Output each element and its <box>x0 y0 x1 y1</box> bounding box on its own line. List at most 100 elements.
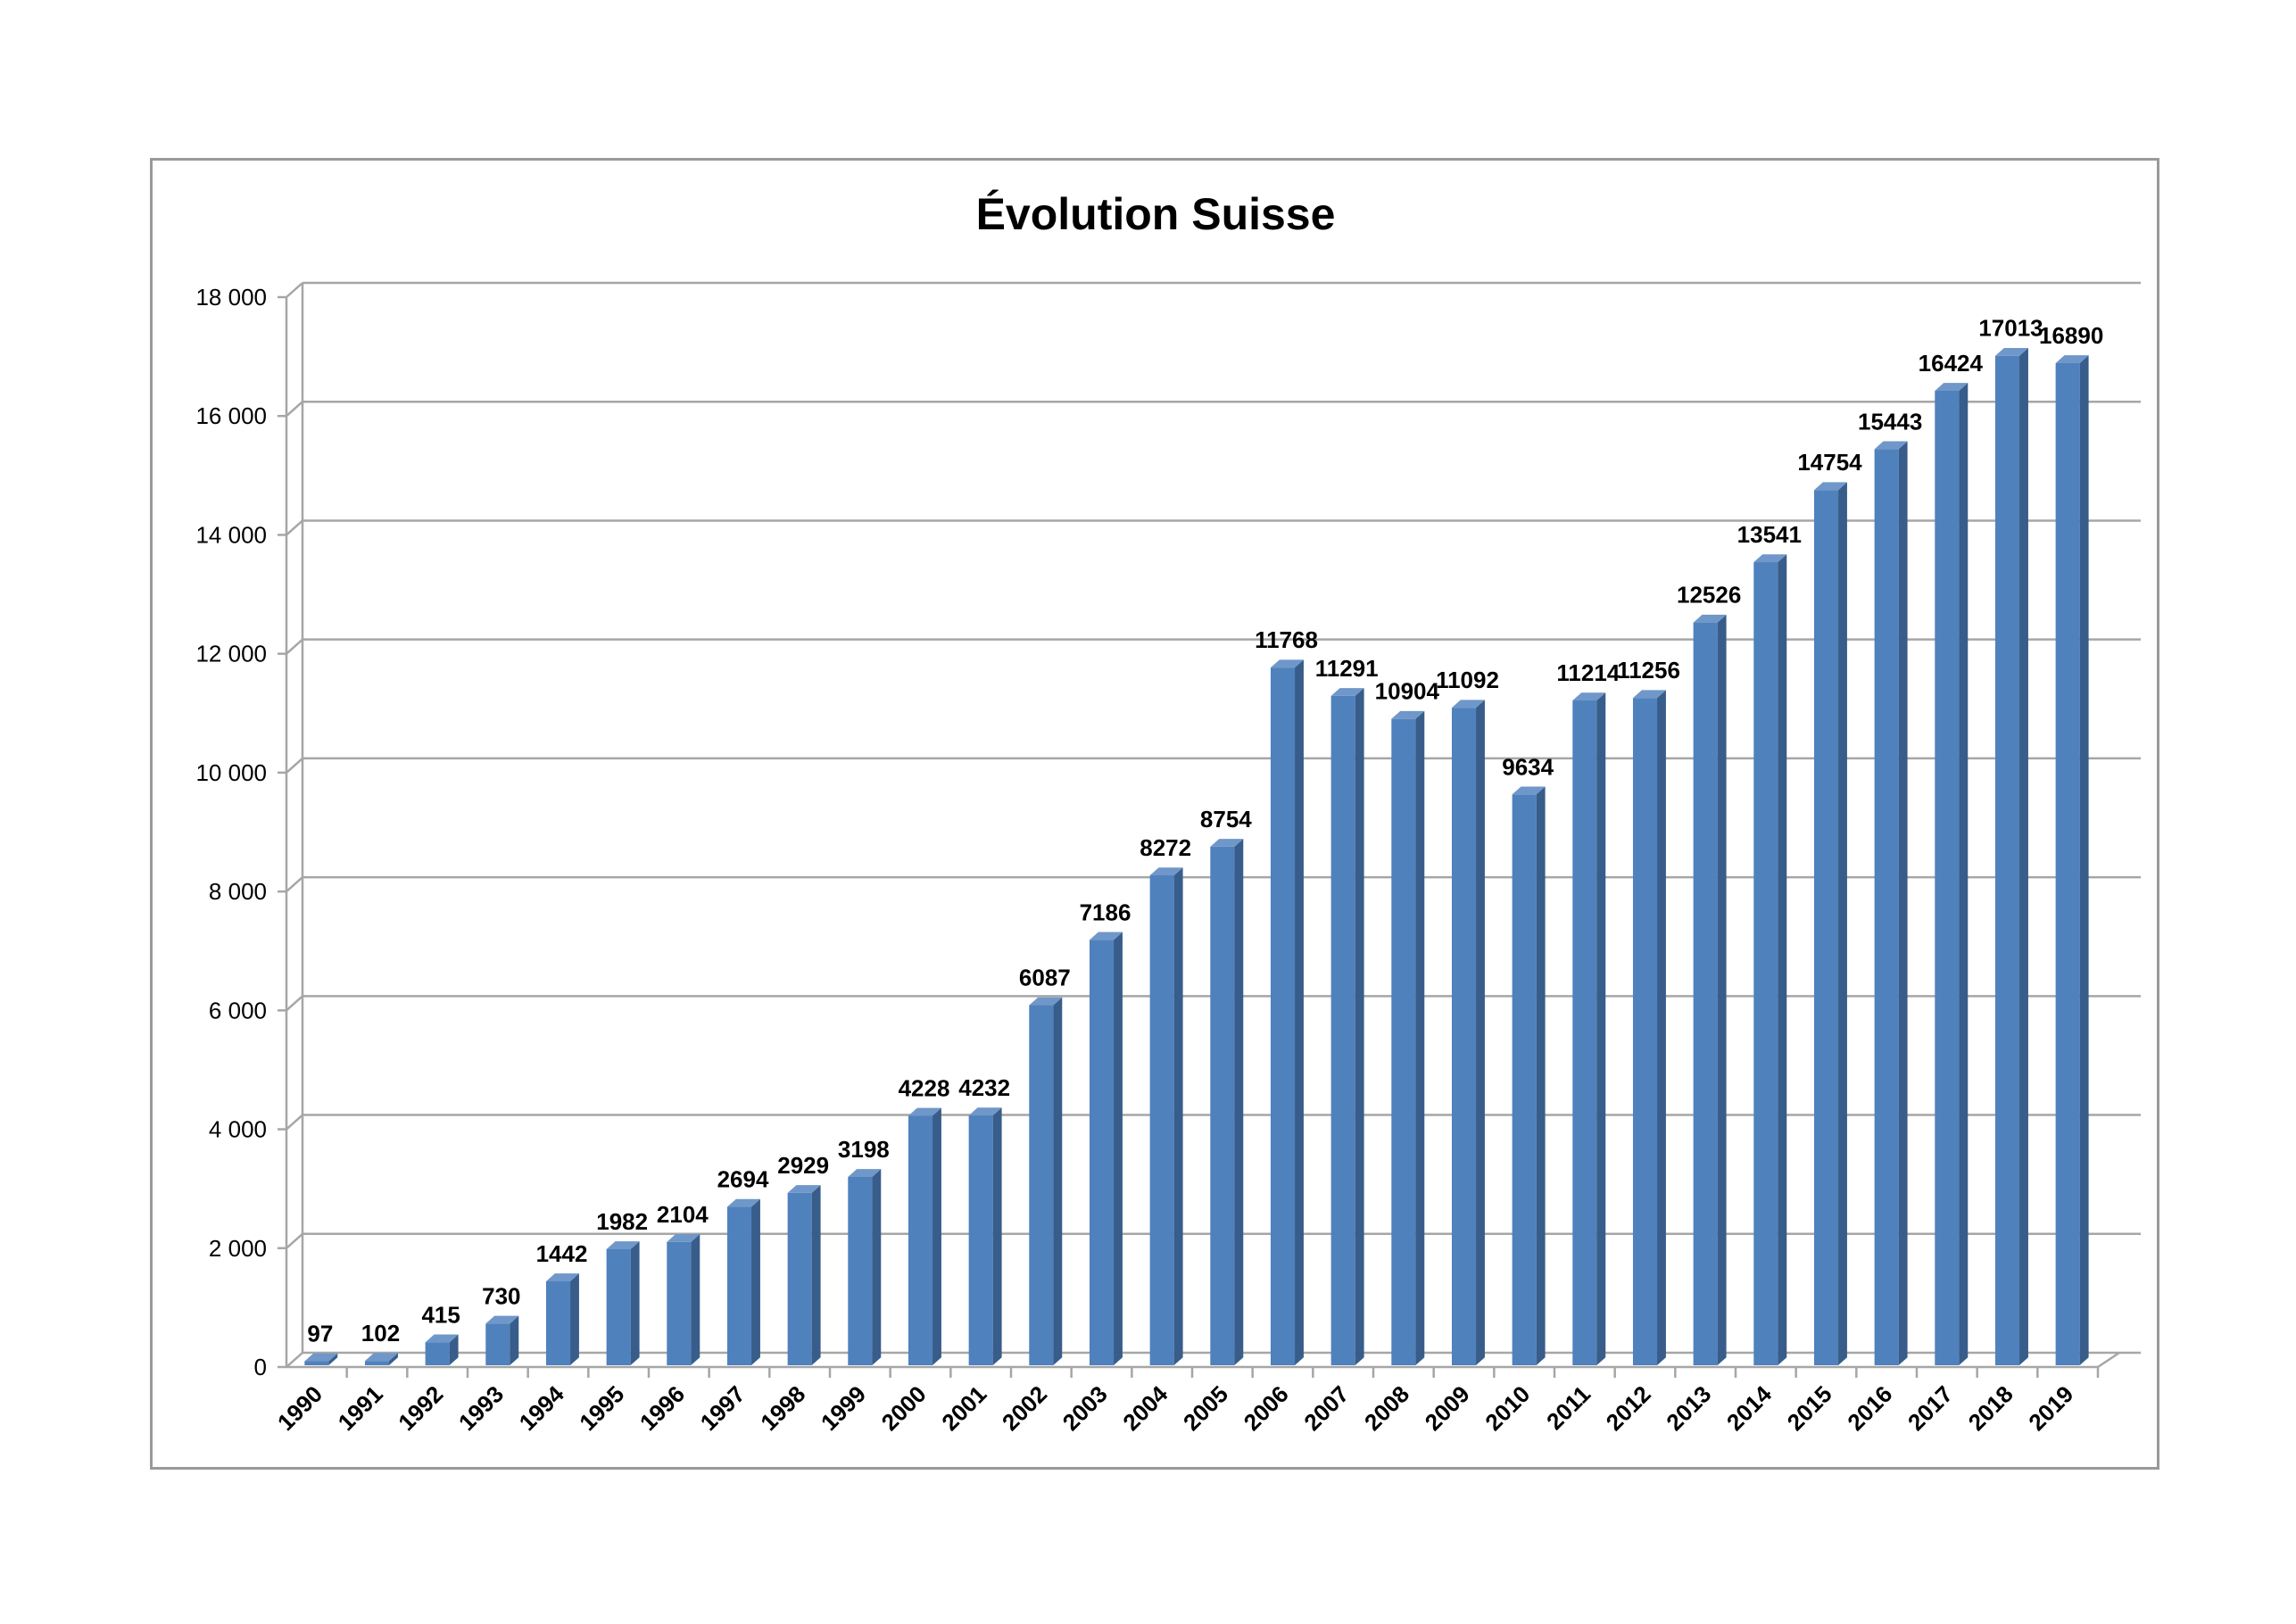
x-tick-label: 2004 <box>1117 1380 1173 1436</box>
bar-top <box>1512 786 1546 795</box>
gridline-side <box>286 638 303 655</box>
bar-top <box>1149 867 1183 875</box>
bar-top <box>726 1198 760 1207</box>
x-tick-label: 2019 <box>2023 1380 2078 1436</box>
gridline-side <box>286 1232 303 1249</box>
bar-top <box>1994 347 2028 356</box>
bar-top <box>1935 383 1969 391</box>
bar <box>848 1176 873 1365</box>
data-label: 2104 <box>657 1201 709 1228</box>
bar-side <box>751 1198 760 1365</box>
data-label: 3198 <box>838 1136 890 1163</box>
bar <box>2055 362 2080 1365</box>
data-label: 97 <box>307 1321 333 1347</box>
bar-side <box>1838 482 1847 1365</box>
y-tick-label: 16 000 <box>195 402 267 429</box>
bar-top <box>1391 710 1425 719</box>
bar <box>1149 874 1174 1365</box>
bar-top <box>787 1185 821 1193</box>
x-tick-label: 2016 <box>1842 1380 1897 1436</box>
bar <box>667 1241 692 1365</box>
bar <box>1693 622 1718 1365</box>
data-label: 9634 <box>1502 753 1554 780</box>
data-label: 13541 <box>1737 521 1802 548</box>
data-label: 11256 <box>1617 657 1680 684</box>
bar-top <box>1089 932 1123 940</box>
data-label: 4228 <box>899 1074 950 1101</box>
gridline-side <box>286 519 303 536</box>
bar <box>1935 390 1960 1365</box>
bar <box>364 1361 390 1365</box>
bar-top <box>1451 700 1485 708</box>
x-tick-label: 2007 <box>1298 1380 1354 1436</box>
x-tick-label: 2017 <box>1902 1380 1958 1436</box>
bar-top <box>1330 688 1364 696</box>
x-tick-label: 1990 <box>272 1380 327 1436</box>
x-tick-label: 1998 <box>755 1380 810 1436</box>
x-tick-label: 1995 <box>574 1380 629 1436</box>
data-label: 11092 <box>1436 667 1499 693</box>
bar-top <box>606 1241 640 1249</box>
bar-side <box>691 1234 700 1365</box>
gridline-side <box>286 757 303 774</box>
data-labels: 97 102 415 730 1442 1982 2104 2694 2929 3198 4228 4… <box>307 315 2103 1347</box>
gridline-side <box>286 876 303 893</box>
bar-top <box>1632 690 1666 699</box>
bar <box>1994 355 2020 1366</box>
bars <box>304 347 2089 1366</box>
bar-side <box>992 1107 1002 1365</box>
x-tick-label: 2014 <box>1721 1380 1777 1436</box>
gridline-side <box>286 995 303 1012</box>
bar-side <box>449 1334 459 1365</box>
gridline-side <box>286 401 303 418</box>
bar <box>1813 490 1839 1365</box>
bar-side <box>510 1315 519 1365</box>
gridline-side <box>286 1114 303 1131</box>
x-tick-label: 2010 <box>1480 1380 1535 1436</box>
bar-side <box>1173 867 1183 1365</box>
bar <box>1632 698 1658 1365</box>
data-label: 730 <box>482 1282 520 1309</box>
x-tick-label: 1999 <box>816 1380 871 1436</box>
bar-top <box>908 1107 941 1116</box>
x-tick-label: 1991 <box>333 1380 388 1436</box>
bar <box>1270 667 1296 1365</box>
x-tick-label: 2012 <box>1601 1380 1656 1436</box>
bar-side <box>1959 383 1969 1366</box>
data-label: 15443 <box>1858 408 1922 435</box>
bar <box>545 1280 571 1365</box>
bar <box>1512 794 1537 1365</box>
data-label: 2694 <box>717 1166 769 1193</box>
data-label: 8272 <box>1140 834 1191 861</box>
bar-top <box>1210 839 1244 847</box>
x-tick-label: 2000 <box>876 1380 932 1436</box>
bar <box>1391 718 1416 1365</box>
data-label: 102 <box>361 1320 400 1346</box>
x-tick-label: 2018 <box>1963 1380 2018 1436</box>
bar-top <box>1874 441 1908 450</box>
data-label: 10904 <box>1375 678 1440 705</box>
data-label: 6087 <box>1019 965 1071 991</box>
bar-top <box>485 1315 519 1324</box>
bar-top <box>2055 355 2089 363</box>
bar <box>1330 695 1355 1365</box>
bar-side <box>328 1353 338 1365</box>
data-label: 12526 <box>1677 582 1741 609</box>
bar-side <box>1898 441 1908 1365</box>
bar <box>726 1206 752 1365</box>
data-label: 16890 <box>2039 322 2103 349</box>
data-label: 4232 <box>958 1074 1010 1101</box>
bar-side <box>1114 932 1123 1365</box>
bar-top <box>545 1273 579 1281</box>
bar-chart: Évolution Suisse 0 2 000 4 000 6 000 8 000 10… <box>195 189 2141 1436</box>
x-tick-label: 2005 <box>1178 1380 1233 1436</box>
bar-side <box>1778 554 1787 1365</box>
bar-side <box>1657 690 1666 1365</box>
bar <box>1572 700 1597 1365</box>
bar-side <box>1234 839 1244 1365</box>
bar-top <box>1753 554 1787 563</box>
bar-side <box>1596 692 1606 1365</box>
chart-title: Évolution Suisse <box>976 189 1336 239</box>
data-label: 415 <box>421 1301 460 1328</box>
bar <box>1210 846 1235 1365</box>
